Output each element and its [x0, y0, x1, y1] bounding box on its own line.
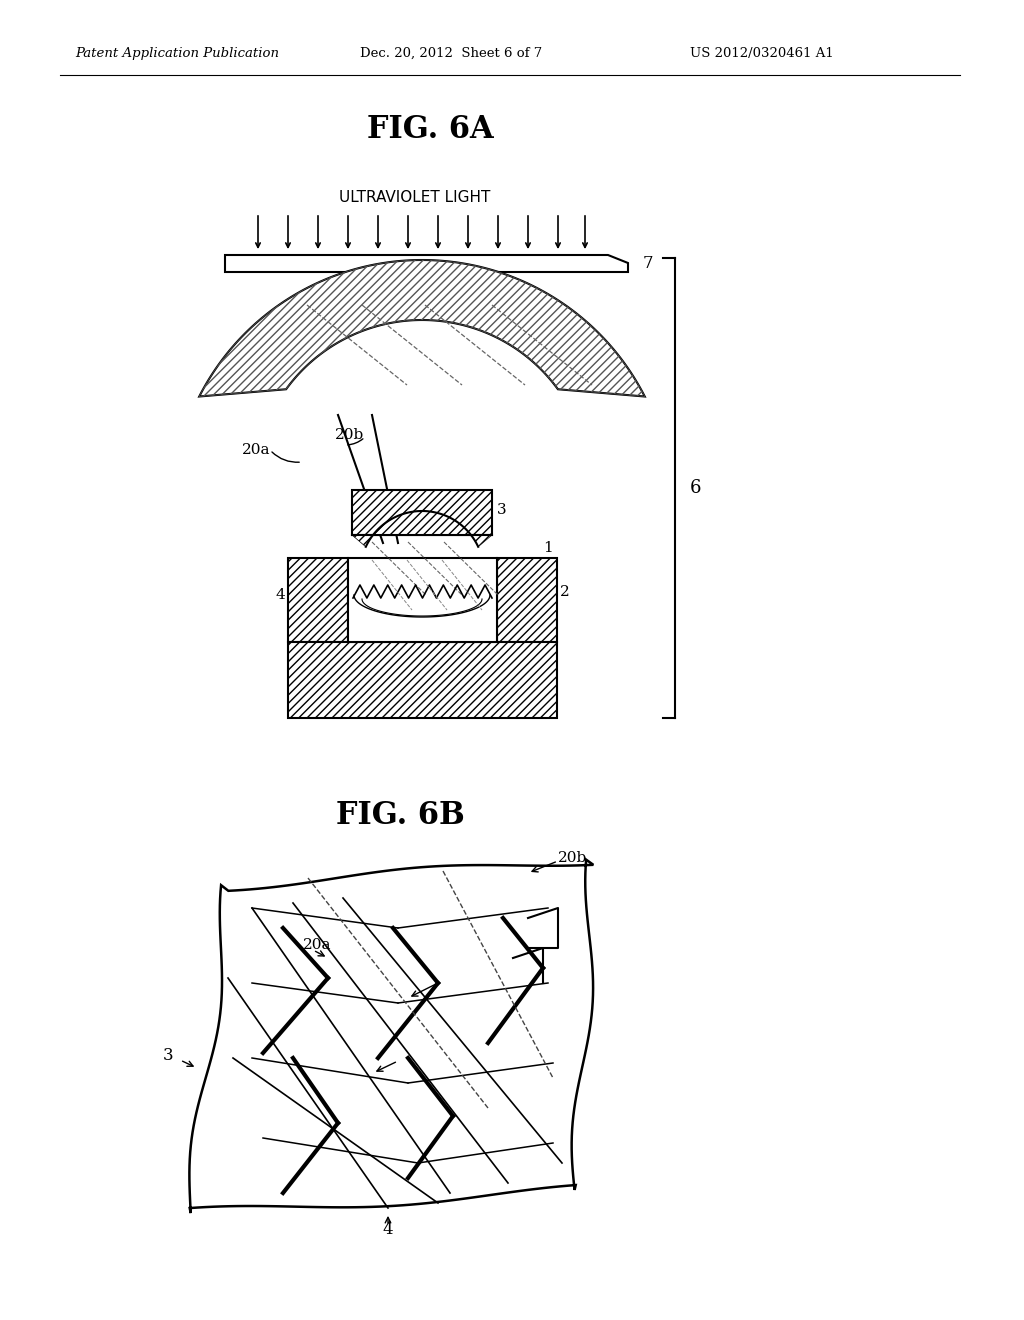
- Polygon shape: [189, 859, 593, 1213]
- Text: 2: 2: [560, 585, 569, 599]
- Text: FIG. 6A: FIG. 6A: [367, 115, 494, 145]
- Polygon shape: [288, 642, 557, 718]
- Polygon shape: [352, 490, 492, 535]
- Text: 3: 3: [163, 1047, 174, 1064]
- Polygon shape: [348, 558, 497, 642]
- Text: 7: 7: [643, 256, 653, 272]
- Text: US 2012/0320461 A1: US 2012/0320461 A1: [690, 46, 834, 59]
- Text: 20a: 20a: [303, 939, 332, 952]
- Polygon shape: [225, 255, 628, 272]
- Text: 3: 3: [497, 503, 507, 517]
- Text: 20b: 20b: [558, 851, 587, 865]
- Text: 4: 4: [383, 1221, 393, 1238]
- Text: 20b: 20b: [335, 428, 365, 442]
- Text: Patent Application Publication: Patent Application Publication: [75, 46, 279, 59]
- Polygon shape: [200, 260, 645, 396]
- Text: FIG. 6B: FIG. 6B: [336, 800, 464, 830]
- Polygon shape: [288, 558, 348, 642]
- Text: 20a: 20a: [242, 444, 270, 457]
- Polygon shape: [497, 558, 557, 642]
- Text: 4: 4: [275, 587, 285, 602]
- Text: ULTRAVIOLET LIGHT: ULTRAVIOLET LIGHT: [339, 190, 490, 206]
- Text: 1: 1: [543, 541, 553, 554]
- Text: Dec. 20, 2012  Sheet 6 of 7: Dec. 20, 2012 Sheet 6 of 7: [360, 46, 543, 59]
- Text: 6: 6: [690, 479, 701, 498]
- Polygon shape: [352, 511, 492, 546]
